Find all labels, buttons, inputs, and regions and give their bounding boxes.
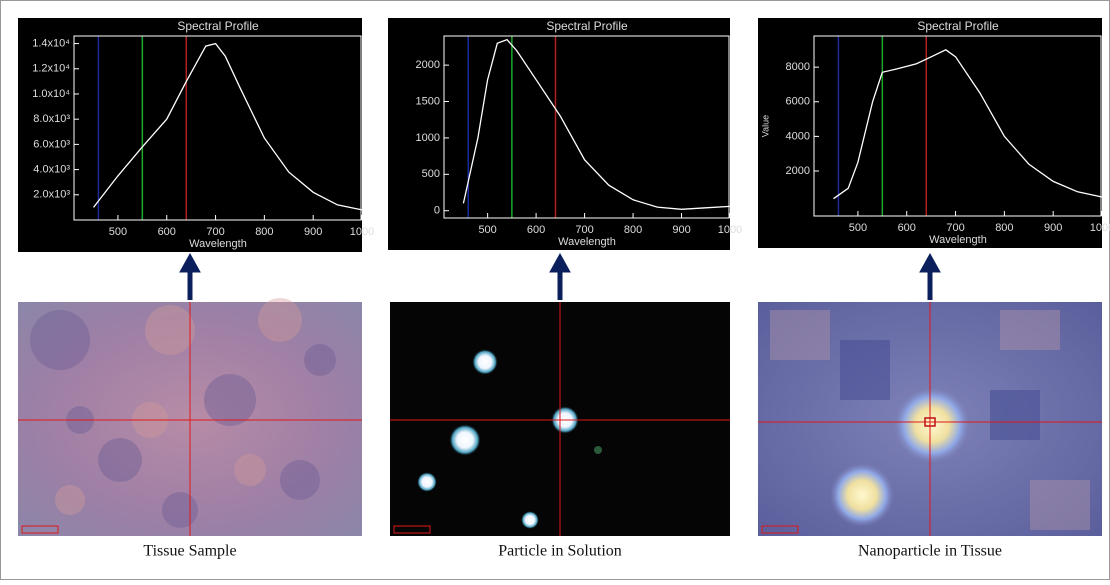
y-tick-label: 8000 [786, 61, 810, 73]
plot-frame [813, 35, 1102, 217]
chart-background [758, 18, 1102, 248]
caption: Particle in Solution [498, 543, 622, 560]
x-axis-label: Wavelength [929, 234, 987, 246]
x-tick-label: 500 [478, 224, 496, 236]
spectral-chart: Spectral Profile Wavelength Value 2000 4000 6… [758, 18, 1110, 560]
y-tick-label: 1.4x10⁴ [32, 37, 70, 49]
particle-image [390, 302, 730, 536]
y-tick-label: 500 [422, 168, 440, 180]
y-tick-label: 4000 [786, 130, 810, 142]
spectral-chart: Spectral Profile Wavelength 2.0x10³ 4.0x10³… [18, 18, 374, 560]
chart-background [18, 18, 362, 252]
y-tick-label: 1000 [416, 132, 440, 144]
x-tick-label: 500 [109, 226, 127, 238]
x-tick-label: 1000 [350, 226, 374, 238]
spectral-chart: Spectral Profile Wavelength 0 500 1000 1500 20… [388, 18, 742, 560]
arrow-head [919, 252, 941, 273]
x-tick-label: 1000 [1090, 222, 1110, 234]
y-tick-label: 1.2x10⁴ [32, 63, 70, 75]
x-tick-label: 700 [206, 226, 224, 238]
x-tick-label: 800 [255, 226, 273, 238]
x-tick-label: 600 [898, 222, 916, 234]
chart-background [388, 18, 730, 250]
y-axis-label: Value [760, 115, 770, 137]
y-tick-label: 2000 [416, 59, 440, 71]
x-tick-label: 900 [1044, 222, 1062, 234]
plot-frame [443, 35, 730, 219]
nanoparticle-image [758, 302, 1102, 536]
y-tick-label: 2000 [786, 165, 810, 177]
spectrum-line [833, 49, 1103, 200]
x-tick-label: 600 [158, 226, 176, 238]
arrow-head [549, 252, 571, 273]
x-tick-label: 800 [624, 224, 642, 236]
tissue-image [18, 298, 362, 536]
x-axis-label: Wavelength [558, 236, 616, 248]
x-tick-label: 1000 [718, 224, 742, 236]
y-tick-label: 8.0x10³ [33, 113, 70, 125]
x-tick-label: 800 [995, 222, 1013, 234]
y-tick-label: 6.0x10³ [33, 138, 70, 150]
chart-title: Spectral Profile [177, 19, 259, 33]
arrows [179, 252, 941, 300]
chart-title: Spectral Profile [546, 19, 628, 33]
caption: Tissue Sample [143, 543, 236, 560]
x-tick-label: 600 [527, 224, 545, 236]
arrow-head [179, 252, 201, 273]
x-tick-label: 700 [575, 224, 593, 236]
x-tick-label: 900 [304, 226, 322, 238]
x-tick-label: 700 [946, 222, 964, 234]
y-tick-label: 2.0x10³ [33, 189, 70, 201]
plot-frame [73, 35, 362, 221]
y-tick-label: 6000 [786, 96, 810, 108]
spectrum-line [462, 38, 731, 210]
x-axis-label: Wavelength [189, 238, 247, 250]
chart-title: Spectral Profile [917, 19, 999, 33]
y-tick-label: 1.0x10⁴ [32, 88, 70, 100]
x-tick-label: 900 [672, 224, 690, 236]
spectrum-line [92, 42, 363, 211]
y-tick-label: 0 [434, 205, 440, 217]
caption: Nanoparticle in Tissue [858, 543, 1002, 560]
x-tick-label: 500 [849, 222, 867, 234]
y-tick-label: 4.0x10³ [33, 163, 70, 175]
charts: Spectral Profile Wavelength 2.0x10³ 4.0x10³… [18, 18, 1110, 560]
y-tick-label: 1500 [416, 95, 440, 107]
